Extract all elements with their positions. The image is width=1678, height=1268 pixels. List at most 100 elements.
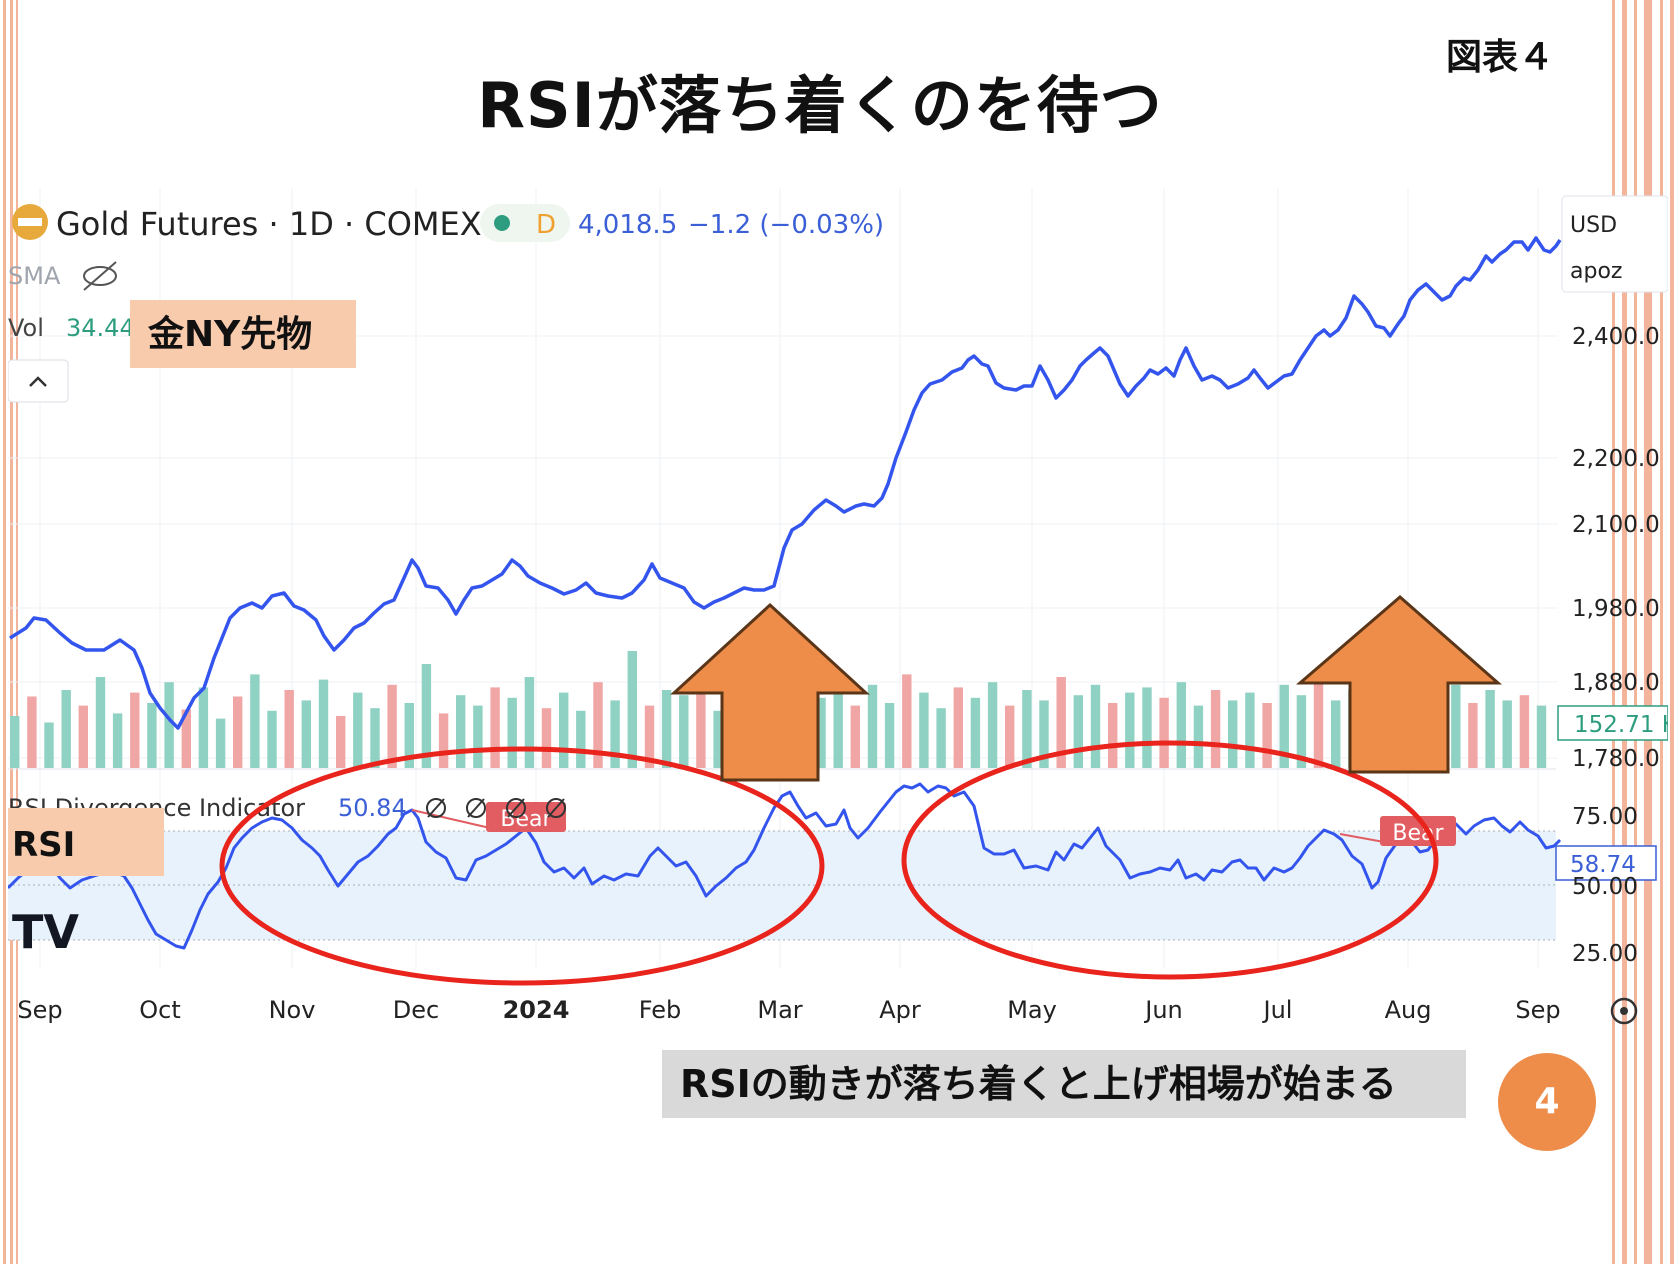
up-arrow-2 <box>1295 595 1502 774</box>
market-status-badge[interactable] <box>480 204 570 242</box>
volume-bar <box>902 674 912 768</box>
volume-bar <box>336 716 346 768</box>
page-title: RSIが落ち着くのを待つ <box>477 69 1163 142</box>
volume-bar <box>507 697 517 768</box>
chart-caption: RSIの動きが落ち着くと上げ相場が始まる <box>662 1050 1466 1118</box>
volume-bar <box>1468 703 1478 768</box>
last-price: 4,018.5 <box>578 210 677 240</box>
chevron-up-icon <box>29 376 47 387</box>
gold-label-box <box>130 300 356 368</box>
price-tick-2: 2,200.0 <box>1572 446 1660 472</box>
volume-bar <box>215 718 226 768</box>
volume-bar <box>610 700 620 768</box>
price-scale[interactable]: USD apoz 2,400.0 2,200.0 2,100.0 1,980.0… <box>1555 195 1668 967</box>
volume-bar <box>284 690 294 768</box>
volume-bar <box>301 700 311 768</box>
volume-bar <box>1022 690 1032 768</box>
volume-bar <box>1245 692 1255 768</box>
volume-bar <box>627 651 637 768</box>
volume-bar <box>27 696 37 768</box>
volume-bar <box>713 710 723 768</box>
rsi-current-value: 50.84 <box>338 794 407 822</box>
stripe-line-9 <box>1670 0 1674 1264</box>
bear-divergence-line-2 <box>1339 833 1385 843</box>
volume-bar <box>130 692 140 768</box>
time-tick-dec: Dec <box>393 996 439 1024</box>
volume-bar <box>1210 690 1221 768</box>
volume-bars <box>10 651 1547 768</box>
volume-bar <box>438 713 449 768</box>
volume-bar <box>1108 703 1118 768</box>
volume-bar <box>1176 682 1186 768</box>
settings-gear-icon[interactable] <box>1610 997 1638 1025</box>
symbol-title[interactable]: Gold Futures · 1D · COMEX <box>56 205 482 243</box>
volume-bar <box>576 710 586 768</box>
price-change: −1.2 (−0.03%) <box>688 210 884 240</box>
time-tick-2024: 2024 <box>503 996 570 1024</box>
volume-bar <box>78 705 88 768</box>
vol-value: 34.44 <box>66 314 135 342</box>
volume-bar <box>524 677 535 768</box>
rsi-label-text: RSI <box>12 825 75 865</box>
rsi-label-box <box>8 808 164 876</box>
visibility-hidden-icon[interactable] <box>83 261 117 291</box>
volume-bar <box>1262 703 1272 768</box>
time-tick-may: May <box>1007 996 1057 1024</box>
time-tick-aug: Aug <box>1385 996 1432 1024</box>
rsi-value-box <box>1555 845 1657 881</box>
volume-bar <box>919 692 929 768</box>
stripe-line-8 <box>1660 0 1663 1264</box>
volume-bar <box>61 690 71 768</box>
volume-bar <box>936 708 946 768</box>
gold-rsi-chart: Bear Bear Gold Futures · 1D · COMEX D 4,… <box>8 188 1668 1025</box>
volume-bar <box>1279 684 1289 768</box>
up-arrow-1 <box>670 602 870 782</box>
chart-header: Gold Futures · 1D · COMEX D 4,018.5 −1.2… <box>8 204 884 403</box>
time-tick-nov: Nov <box>269 996 316 1024</box>
bear-label-2-text: Bear <box>1392 821 1444 846</box>
volume-bar <box>490 687 500 768</box>
collapse-legend-button[interactable] <box>8 359 69 403</box>
time-tick-sep: Sep <box>17 996 62 1024</box>
price-tick-5: 1,880.0 <box>1572 670 1660 696</box>
time-tick-mar: Mar <box>757 996 802 1024</box>
gold-bar-glyph <box>18 218 42 226</box>
currency-selector[interactable] <box>1561 195 1668 293</box>
volume-bar <box>816 697 826 768</box>
volume-bar <box>593 682 603 768</box>
price-line <box>9 236 1562 730</box>
volume-bar <box>95 677 106 768</box>
volume-bar <box>404 703 414 768</box>
bear-divergence-line-1 <box>411 809 491 829</box>
volume-bar <box>10 716 20 768</box>
rsi-line <box>8 782 1562 950</box>
volume-bar <box>181 709 191 768</box>
price-tick-1: 2,400.0 <box>1572 324 1660 350</box>
time-tick-jul: Jul <box>1262 996 1293 1024</box>
volume-bar <box>421 664 432 768</box>
volume-bar <box>353 692 363 768</box>
market-status-dot-icon <box>494 215 510 231</box>
time-axis[interactable]: Sep Oct Nov Dec 2024 Feb Mar Apr May Jun… <box>17 996 1638 1025</box>
volume-bar <box>1056 677 1066 768</box>
tradingview-logo-icon: TV <box>12 905 79 959</box>
volume-bar <box>644 705 655 768</box>
volume-bar <box>318 679 329 768</box>
volume-bar <box>456 695 466 768</box>
stripe-line-1 <box>3 0 6 1264</box>
page-number-badge: 4 <box>1498 1053 1596 1151</box>
volume-bar <box>112 713 123 768</box>
rsi-stable-circle-1 <box>219 746 825 986</box>
currency-label[interactable]: USD <box>1570 213 1617 238</box>
price-tick-3: 2,100.0 <box>1572 512 1660 538</box>
volume-bar <box>1451 684 1461 768</box>
time-tick-feb: Feb <box>639 996 682 1024</box>
volume-bar <box>250 674 260 768</box>
volume-bar <box>1090 684 1101 768</box>
scale-mode-label[interactable]: apoz <box>1570 259 1622 284</box>
sma-label[interactable]: SMA <box>8 262 61 290</box>
volume-bar <box>267 710 277 768</box>
volume-bar <box>987 682 998 768</box>
volume-bar <box>970 697 981 768</box>
volume-bar <box>1193 705 1204 768</box>
